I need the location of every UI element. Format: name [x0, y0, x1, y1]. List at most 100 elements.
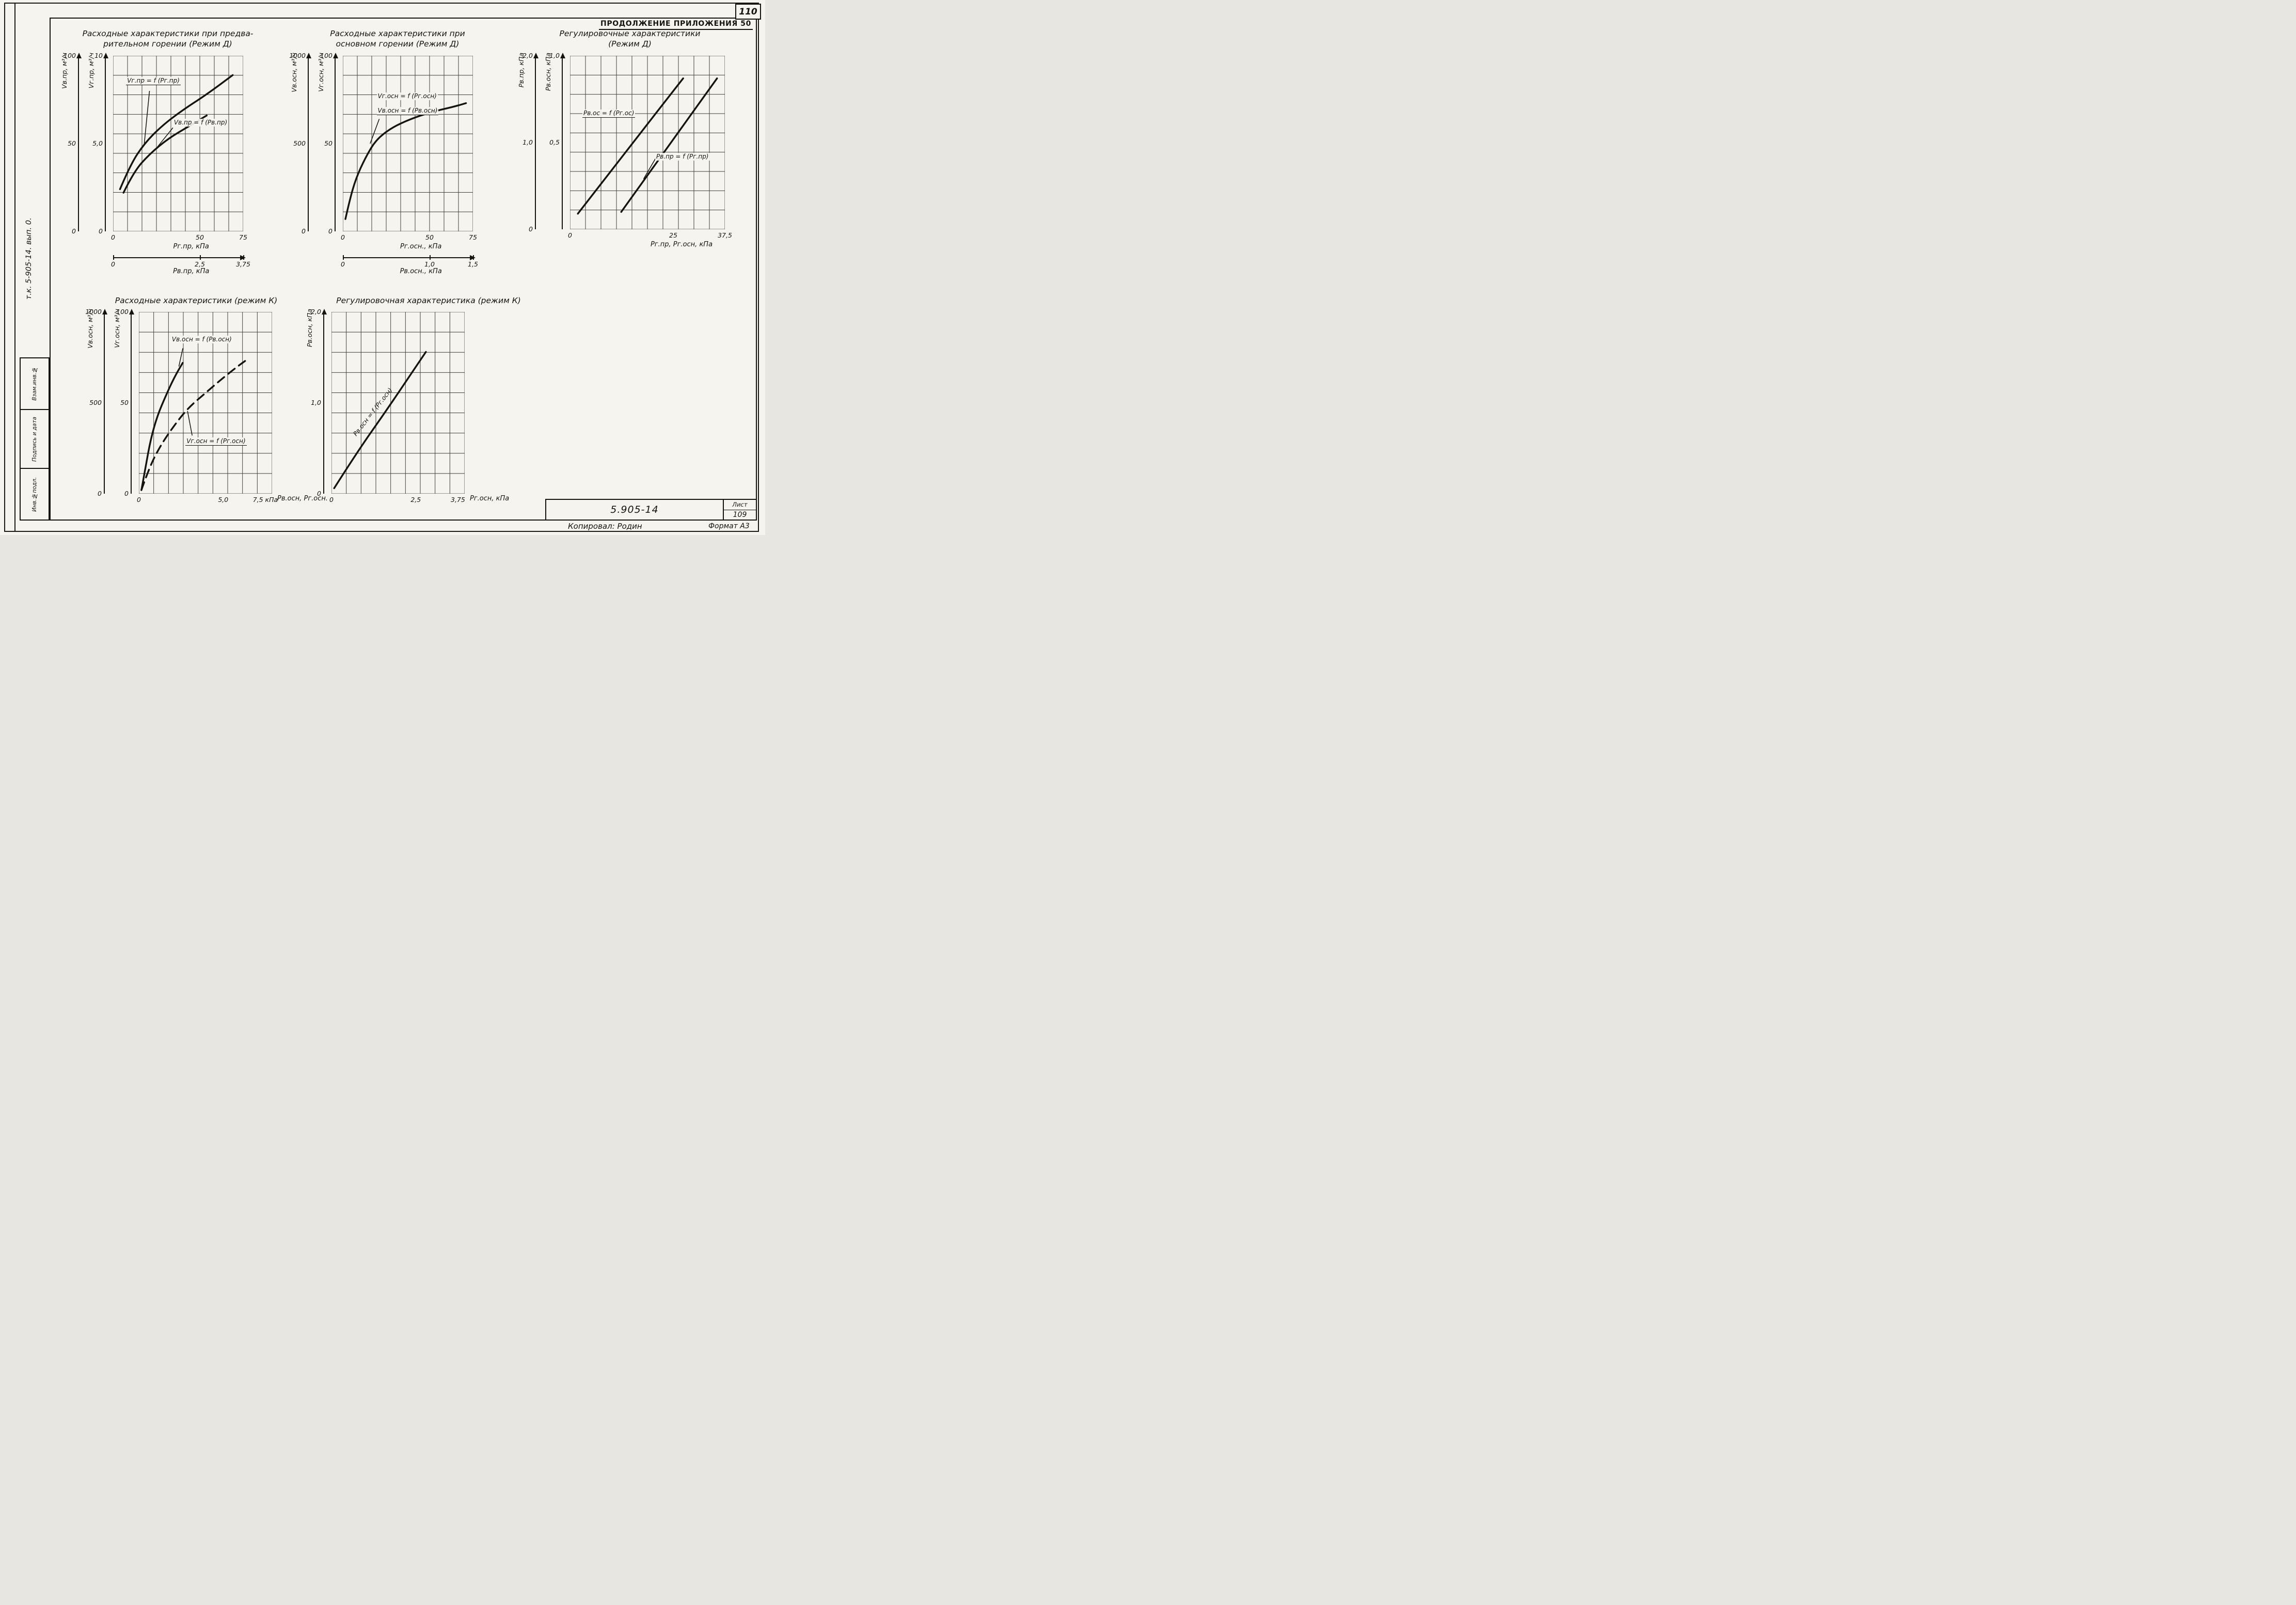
- y-tick-label: 1,0: [549, 51, 560, 59]
- plot-grid: Vг.осн = f (Pг.осн) Vв.осн = f (Pв.осн): [343, 55, 473, 231]
- axis-arrow-icon: [322, 309, 327, 315]
- y-axis-line: [131, 312, 132, 494]
- y-axis-line: [308, 55, 309, 231]
- chart-title: Регулировочная характеристика (режим К): [305, 295, 552, 306]
- x-axis-title: Pг.осн, кПа: [470, 495, 510, 503]
- chart-title-line: основном горении (Режим Д): [336, 39, 460, 49]
- x-axis-title: Pв.пр, кПа: [173, 267, 210, 275]
- chart-flow-main-d: Расходные характеристики при основном гор…: [289, 28, 506, 277]
- x-axis-title: Pг.осн., кПа: [400, 242, 442, 250]
- leader-line: [144, 90, 150, 144]
- chart-title: Расходные характеристики при предва-рите…: [59, 28, 276, 50]
- grid-lines: [343, 55, 473, 231]
- x-tick-label: 2,5: [195, 260, 205, 268]
- grid-lines: [331, 312, 465, 494]
- format-label: Формат А3: [708, 522, 750, 530]
- y-tick-label: 50: [120, 399, 129, 407]
- x-tick-mark: [200, 255, 201, 260]
- drawing-sheet: 110 ПРОДОЛЖЕНИЕ ПРИЛОЖЕНИЯ 50 т.к. 5-905…: [0, 0, 765, 535]
- chart-title-line: Регулировочная характеристика (режим К): [336, 296, 521, 305]
- stamp-cell-vzam: Взам.инв.№: [21, 358, 49, 410]
- series-Vv-osn: [140, 362, 184, 492]
- page-number: 110: [735, 4, 761, 20]
- y-tick-label: 0: [302, 227, 306, 235]
- x-tick-label: 1,5: [468, 260, 478, 268]
- chart-regulation-d: Регулировочные характеристики (Режим Д) Pв…: [516, 28, 743, 250]
- x-tick-label: 2,5: [410, 496, 421, 504]
- x-axes: 0 50 75 Pг.пр, кПа 0 2,5 3,75 Pв.пр, кПа: [111, 231, 250, 277]
- curve-label: Vг.пр = f (Pг.пр): [126, 76, 181, 85]
- chart-title-line: рительном горении (Режим Д): [103, 39, 232, 49]
- x-tick-label: 3,75: [236, 260, 250, 268]
- chart-canvas: [113, 55, 243, 231]
- curve-label: Pв.пр = f (Pг.пр): [655, 153, 710, 161]
- sheet-number: 109: [733, 510, 747, 519]
- plot-grid: Pв.ос = f (Pг.ос) Pв.пр = f (Pг.пр): [570, 55, 725, 229]
- x-tick-mark: [243, 255, 244, 260]
- x-axis: 0 2,5 3,75 Pг.осн, кПа: [329, 494, 509, 514]
- series-Vv-pr: [122, 114, 208, 194]
- y-tick-label: 50: [324, 139, 332, 147]
- curve-label: Vв.пр = f (Pв.пр): [172, 119, 229, 127]
- axis-arrow-icon: [333, 52, 338, 58]
- chart-title: Расходные характеристики (режим К): [85, 295, 307, 306]
- x-tick-label: 50: [196, 233, 204, 241]
- x-tick-mark: [473, 255, 474, 260]
- axis-arrow-icon: [102, 309, 107, 315]
- axis-arrow-icon: [470, 255, 476, 260]
- y-tick-label: 0: [328, 227, 332, 235]
- y-axis: Vв.пр, м³/ч 100 50 0: [59, 52, 86, 235]
- curve-label: Pв.ос = f (Pг.ос): [582, 109, 636, 118]
- y-axis: Pв.осн, кПа 1,0 0,5: [543, 52, 570, 229]
- x-axes: 0 2,5 3,75 Pг.осн, кПа: [329, 494, 509, 514]
- x-tick-label: 25: [669, 231, 677, 239]
- x-tick-mark: [113, 255, 114, 260]
- x-axis: 0 50 75 Pг.осн., кПа: [341, 231, 477, 252]
- plot-grid: Pв.осн = f (Pг.осн): [331, 312, 465, 494]
- leader-line: [643, 156, 657, 179]
- y-tick-label: 50: [68, 139, 76, 147]
- x-tick-label: 0: [568, 231, 572, 239]
- curve-label: Vг.осн = f (Pг.осн): [185, 437, 247, 446]
- y-tick-label: 100: [116, 308, 129, 316]
- y-tick-label: 0,5: [549, 138, 560, 146]
- leader-line: [187, 411, 193, 436]
- x-tick-mark: [430, 255, 431, 260]
- y-tick-label: 100: [320, 51, 332, 59]
- y-tick-label: 0: [72, 227, 76, 235]
- y-tick-label: 5,0: [92, 139, 103, 147]
- y-tick-label: 0: [98, 490, 102, 498]
- x-tick-label: 37,5: [718, 231, 732, 239]
- x-axes: 0 5,0 7,5 кПа Pв.осн, Pг.осн.: [137, 494, 328, 514]
- y-axis: Vг.осн, м³/ч 100 50 0: [112, 308, 139, 497]
- chart-canvas: [139, 312, 272, 494]
- y-tick-label: 500: [89, 399, 102, 407]
- x-tick-label: 50: [425, 233, 434, 241]
- y-tick-label: 2,0: [311, 308, 321, 316]
- x-tick-label: 0: [137, 496, 141, 504]
- plot-region: Pв.пр, кПа 2,0 1,0 0 Pв.осн, кПа 1,0 0,5 Pв.ос …: [516, 52, 743, 233]
- stamp-cell-podpis: Подпись и дата: [21, 410, 49, 469]
- curve-label: Vг.осн = f (Pг.осн): [376, 92, 438, 101]
- chart-title-line: Расходные характеристики при предва-: [82, 29, 254, 38]
- y-axis-line: [562, 55, 563, 229]
- y-axis: Vг.пр, м³/ч 10 5,0 0: [86, 52, 113, 235]
- leader-line: [157, 127, 173, 148]
- x-axis-title: Pв.осн, Pг.осн.: [277, 495, 328, 503]
- y-axis-line: [535, 55, 536, 229]
- plot-grid: Vг.пр = f (Pг.пр) Vв.пр = f (Pв.пр): [113, 55, 243, 231]
- document-number: 5.905-14: [546, 500, 724, 520]
- chart-title-line: Расходные характеристики (режим К): [115, 296, 278, 305]
- left-margin-line: [14, 3, 15, 531]
- x-tick-label: 1,0: [424, 260, 435, 268]
- axis-arrow-icon: [560, 52, 565, 58]
- y-tick-label: 2,0: [522, 51, 533, 59]
- y-tick-label: 0: [317, 490, 321, 498]
- x-axis-title: Pв.осн., кПа: [400, 267, 442, 275]
- x-axis-title: Pг.пр, Pг.осн, кПа: [650, 240, 713, 248]
- x-tick-label: 5,0: [218, 496, 229, 504]
- x-tick-label: 75: [239, 233, 247, 241]
- x-tick-mark: [343, 255, 344, 260]
- y-axis-line: [105, 55, 106, 231]
- y-tick-label: 1,0: [522, 138, 533, 146]
